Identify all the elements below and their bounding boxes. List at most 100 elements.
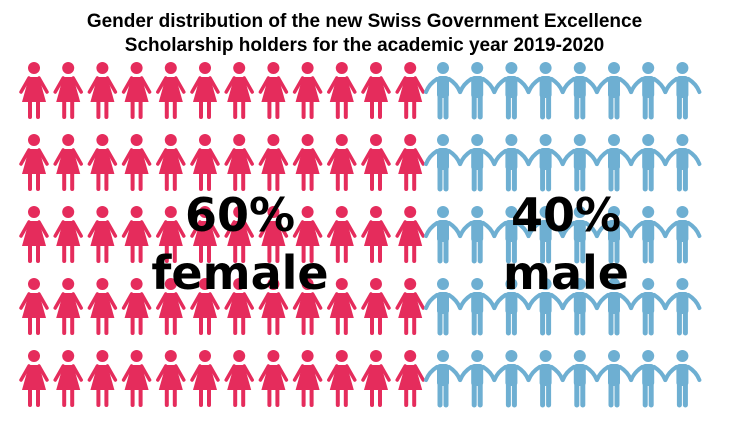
male-person-icon [629,62,668,120]
female-person-icon [19,350,49,407]
male-person-icon [526,350,565,408]
female-person-icon [395,62,425,119]
male-person-icon [492,62,531,120]
female-person-icon [395,350,425,407]
female-person-icon [327,278,357,335]
male-person-icon [424,350,462,408]
female-person-icon [190,134,220,191]
female-person-icon [327,134,357,191]
male-text-label: male [503,246,629,300]
female-person-icon [156,134,186,191]
female-person-icon [224,206,254,263]
female-label: 60% female [140,186,340,302]
female-person-icon [190,278,220,335]
female-person-icon [87,206,118,263]
male-icons-group [424,62,702,408]
chart-title-line-1: Gender distribution of the new Swiss Gov… [86,11,643,32]
female-person-icon [190,206,220,263]
chart-title: Gender distribution of the new Swiss Gov… [0,10,729,58]
male-person-icon [526,134,565,192]
male-person-icon [560,62,599,120]
female-person-icon [121,206,152,263]
male-person-icon [629,134,668,192]
female-person-icon [361,206,391,263]
male-person-icon [595,134,633,192]
female-person-icon [19,278,49,335]
female-person-icon [361,134,391,191]
female-person-icon [258,350,289,407]
female-person-icon [292,134,323,191]
female-person-icon [87,350,118,407]
female-person-icon [258,134,289,191]
female-person-icon [224,134,254,191]
female-person-icon [87,278,118,335]
male-person-icon [595,350,633,408]
female-person-icon [224,278,254,335]
female-person-icon [327,62,357,119]
male-person-icon [492,350,531,408]
chart-title-line-2: Scholarship holders for the academic yea… [124,35,605,56]
female-person-icon [292,206,323,263]
female-person-icon [19,134,49,191]
male-person-icon [526,62,565,120]
male-person-icon [629,206,668,264]
female-person-icon [361,62,391,119]
male-person-icon [458,350,497,408]
male-person-icon [560,350,599,408]
female-person-icon [121,278,152,335]
female-person-icon [19,206,49,263]
male-person-icon [492,134,531,192]
male-person-icon [663,134,702,192]
female-person-icon [156,278,186,335]
female-percent-label: 60% [184,188,296,242]
female-person-icon [121,134,152,191]
female-icons-group [19,62,425,407]
female-person-icon [121,62,152,119]
female-person-icon [53,134,83,191]
female-person-icon [395,278,425,335]
female-person-icon [53,62,83,119]
female-person-icon [327,206,357,263]
male-person-icon [595,278,633,336]
female-text-label: female [151,246,329,300]
male-person-icon [424,206,462,264]
male-person-icon [663,62,702,120]
male-person-icon [526,278,565,336]
female-person-icon [87,62,118,119]
female-person-icon [19,62,49,119]
female-person-icon [395,134,425,191]
female-person-icon [258,62,289,119]
female-person-icon [156,62,186,119]
male-person-icon [424,62,462,120]
female-person-icon [156,206,186,263]
female-person-icon [224,62,254,119]
male-person-icon [663,206,702,264]
male-percent-label: 40% [510,188,622,242]
female-person-icon [224,350,254,407]
female-person-icon [395,206,425,263]
female-person-icon [53,278,83,335]
female-person-icon [190,62,220,119]
male-person-icon [458,62,497,120]
female-person-icon [53,350,83,407]
female-person-icon [87,134,118,191]
male-person-icon [629,350,668,408]
male-person-icon [663,350,702,408]
female-person-icon [258,278,289,335]
female-person-icon [121,350,152,407]
male-person-icon [458,134,497,192]
female-person-icon [190,350,220,407]
female-person-icon [327,350,357,407]
female-person-icon [292,350,323,407]
male-person-icon [663,278,702,336]
female-person-icon [292,278,323,335]
male-person-icon [560,134,599,192]
female-person-icon [361,350,391,407]
female-person-icon [292,62,323,119]
female-person-icon [258,206,289,263]
female-person-icon [361,278,391,335]
male-person-icon [424,278,462,336]
male-person-icon [595,62,633,120]
